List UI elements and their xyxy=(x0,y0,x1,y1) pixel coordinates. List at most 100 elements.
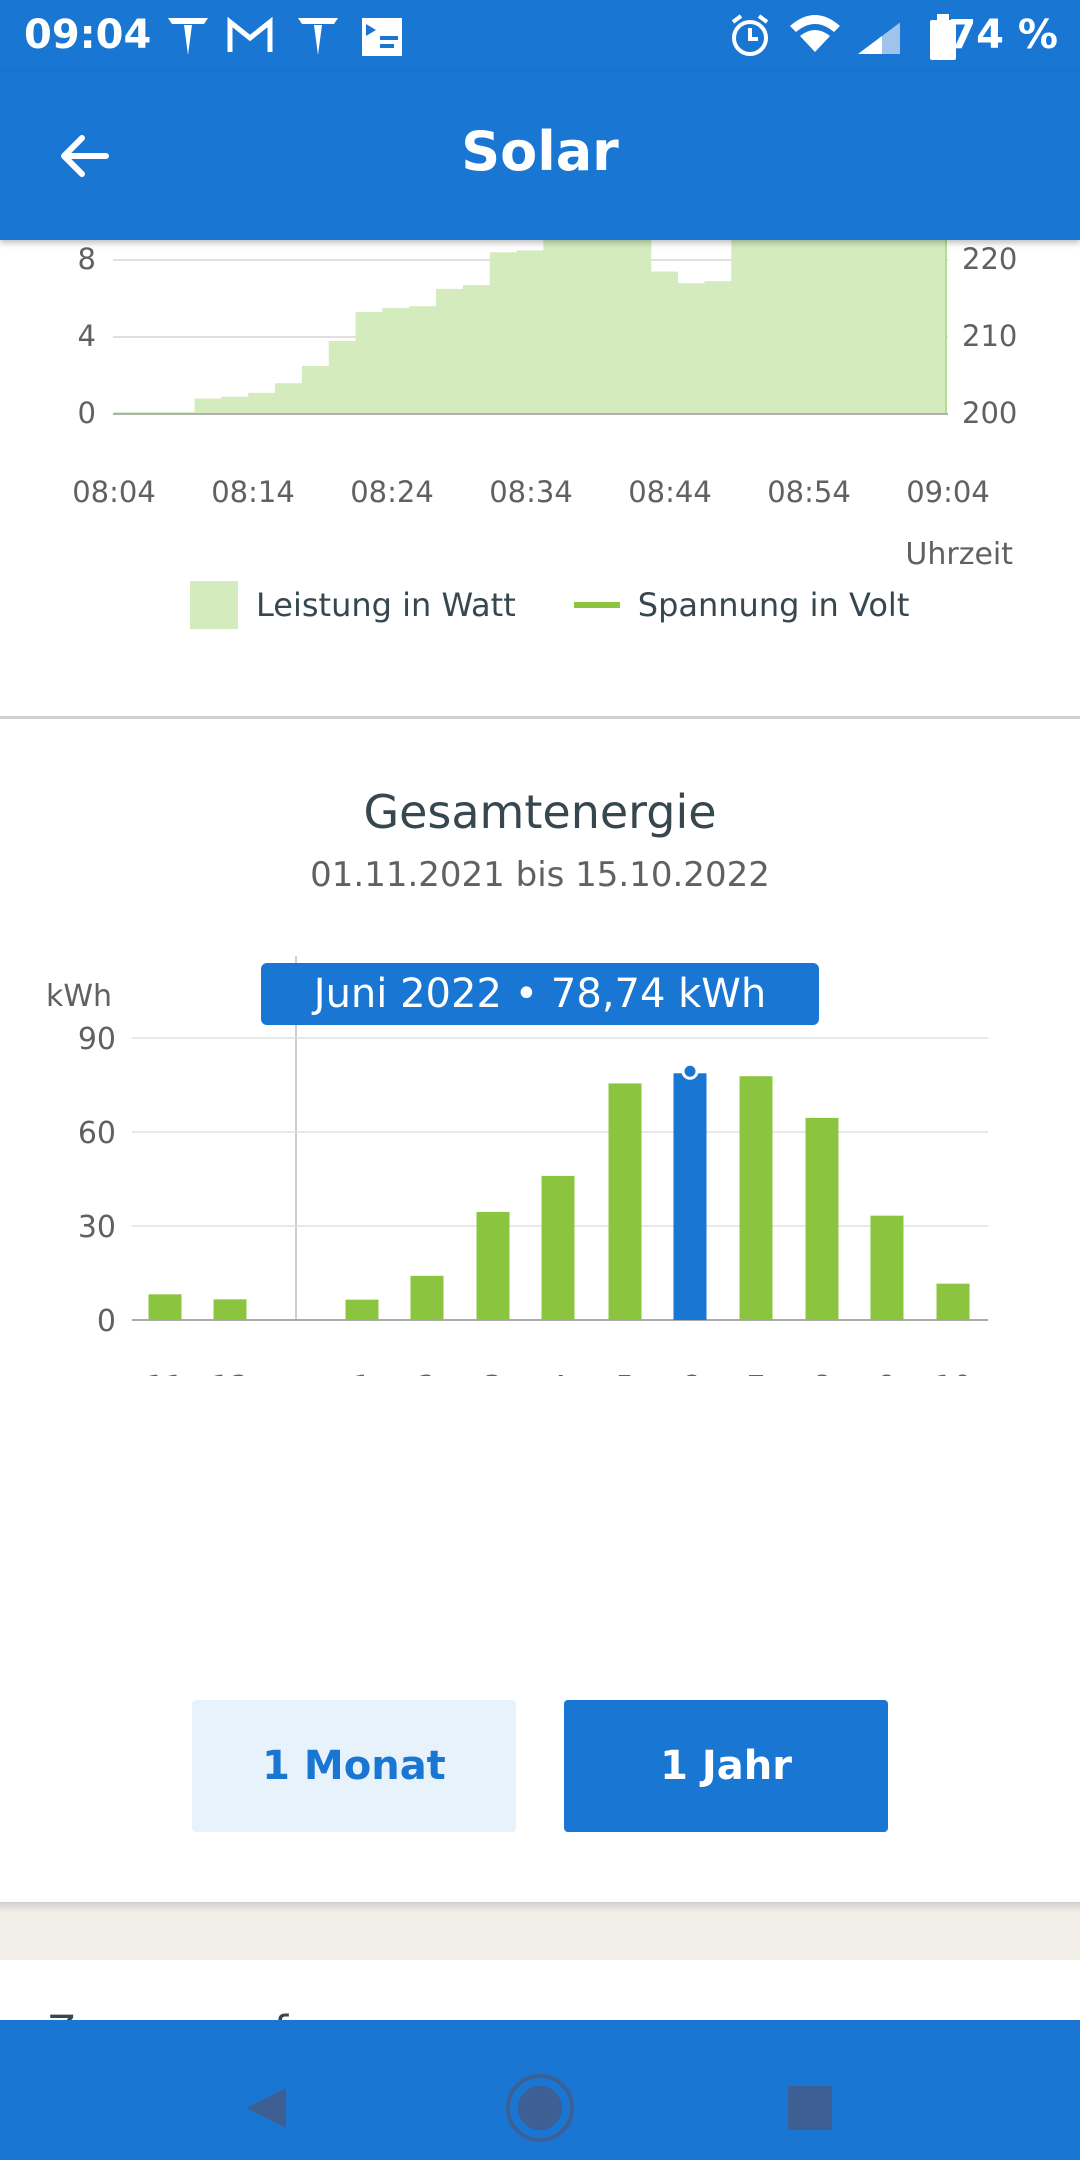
power-bar xyxy=(731,240,759,414)
gmail-icon xyxy=(227,16,273,52)
energy-chart[interactable]: 0306090120 111212345678910Kalendermonat … xyxy=(0,956,1080,1376)
energy-x-tick: 2 xyxy=(417,1370,436,1376)
energy-bar[interactable] xyxy=(345,1299,379,1320)
legend-line-label: Spannung in Volt xyxy=(637,586,910,624)
legend-line-swatch xyxy=(573,602,620,608)
power-bar xyxy=(784,240,813,414)
one-month-button[interactable]: 1 Monat xyxy=(192,1700,516,1832)
y-left-tick: 0 xyxy=(78,396,96,430)
energy-x-tick: 11 xyxy=(146,1370,184,1376)
energy-y-tick: 60 xyxy=(78,1116,116,1151)
energy-bar[interactable] xyxy=(936,1283,970,1320)
energy-bar-selected[interactable] xyxy=(673,1073,707,1320)
nav-recents-icon[interactable] xyxy=(788,2086,832,2130)
power-bar xyxy=(221,396,249,414)
y-right-tick: 210 xyxy=(962,319,1017,353)
power-bar xyxy=(409,306,437,414)
power-bar xyxy=(811,240,840,414)
energy-y-tick: 120 xyxy=(59,956,116,963)
arrow-back-icon[interactable] xyxy=(52,124,116,188)
power-bar xyxy=(382,308,410,414)
one-year-button[interactable]: 1 Jahr xyxy=(564,1700,888,1832)
energy-bar[interactable] xyxy=(870,1215,904,1320)
energy-bar[interactable] xyxy=(739,1076,773,1320)
energy-bar[interactable] xyxy=(213,1299,247,1320)
app-icon xyxy=(362,18,402,56)
power-bar xyxy=(167,412,196,414)
card-divider xyxy=(0,716,1080,719)
x-tick: 08:24 xyxy=(350,475,434,509)
y-left-tick: 4 xyxy=(78,319,96,353)
energy-y-tick: 0 xyxy=(97,1304,116,1339)
power-bar xyxy=(919,240,947,414)
energy-bar[interactable] xyxy=(476,1211,510,1320)
selected-point xyxy=(681,1062,699,1080)
power-bar xyxy=(704,281,732,414)
power-bar xyxy=(597,240,625,414)
scroll-content[interactable]: 8 4 0 220 210 200 08:04 08:14 08:24 08:3… xyxy=(0,240,1080,2020)
power-bar xyxy=(623,240,652,414)
wifi-icon xyxy=(790,15,840,52)
energy-y-tick: 30 xyxy=(78,1210,116,1245)
card-gap xyxy=(0,1912,1080,1960)
power-bar xyxy=(114,412,142,414)
power-bar xyxy=(194,398,222,414)
power-chart: 8 4 0 220 210 200 08:04 08:14 08:24 08:3… xyxy=(72,240,1017,572)
power-bar xyxy=(301,365,330,414)
x-tick: 09:04 xyxy=(906,475,990,509)
energy-x-tick: 9 xyxy=(877,1370,896,1376)
tesla-icon xyxy=(298,18,338,55)
x-tick: 08:54 xyxy=(767,475,851,509)
app-bar: Solar xyxy=(0,72,1080,240)
energy-bar[interactable] xyxy=(410,1275,444,1320)
tesla-icon xyxy=(168,18,208,55)
page-title: Solar xyxy=(461,120,619,183)
legend-area-label: Leistung in Watt xyxy=(256,586,516,624)
power-bar xyxy=(865,240,893,414)
nav-home-icon[interactable] xyxy=(506,2074,574,2142)
alarm-icon xyxy=(731,14,769,56)
power-bar xyxy=(355,311,383,414)
x-tick: 08:44 xyxy=(628,475,712,509)
energy-x-tick: 8 xyxy=(812,1370,831,1376)
navigation-bar xyxy=(0,2020,1080,2160)
power-legend: Leistung in Watt Spannung in Volt xyxy=(190,580,909,630)
energy-x-tick: 12 xyxy=(211,1370,249,1376)
power-bar xyxy=(436,288,464,414)
power-bar xyxy=(328,340,357,414)
energy-y-tick: 90 xyxy=(78,1022,116,1057)
battery-percent: 74 % xyxy=(948,12,1058,58)
power-bar xyxy=(275,383,303,414)
power-bar xyxy=(140,412,169,414)
power-bar xyxy=(677,283,705,414)
energy-x-tick: 5 xyxy=(615,1370,634,1376)
power-bar xyxy=(570,240,598,414)
x-tick: 08:04 xyxy=(72,475,156,509)
energy-x-tick: 4 xyxy=(548,1370,567,1376)
energy-date-range: 01.11.2021 bis 15.10.2022 xyxy=(310,855,770,895)
nav-back-icon[interactable] xyxy=(246,2088,286,2128)
power-bar xyxy=(758,240,786,414)
y-right-tick: 200 xyxy=(962,396,1017,430)
battery-icon xyxy=(930,14,956,60)
status-bar: 09:04 xyxy=(0,0,1080,72)
y-left-tick: 8 xyxy=(78,242,96,276)
next-card-title: Zusammenfassung xyxy=(48,2008,430,2020)
legend-area-swatch xyxy=(190,581,238,629)
power-bar xyxy=(516,250,544,414)
x-tick: 08:14 xyxy=(211,475,295,509)
energy-bar[interactable] xyxy=(805,1117,839,1320)
energy-bar[interactable] xyxy=(148,1294,182,1320)
energy-x-tick: 3 xyxy=(483,1370,502,1376)
power-bar xyxy=(650,271,679,414)
next-card: Zusammenfassung xyxy=(0,1960,1080,2020)
energy-title: Gesamtenergie xyxy=(363,785,717,839)
nav-icons xyxy=(246,2074,832,2142)
energy-tooltip: Juni 2022 • 78,74 kWh xyxy=(261,963,819,1025)
energy-bar[interactable] xyxy=(541,1175,575,1320)
energy-bar[interactable] xyxy=(608,1083,642,1320)
power-bar xyxy=(489,252,518,414)
power-bar xyxy=(543,240,571,414)
power-bar xyxy=(462,285,491,414)
x-axis-label: Uhrzeit xyxy=(905,537,1013,572)
